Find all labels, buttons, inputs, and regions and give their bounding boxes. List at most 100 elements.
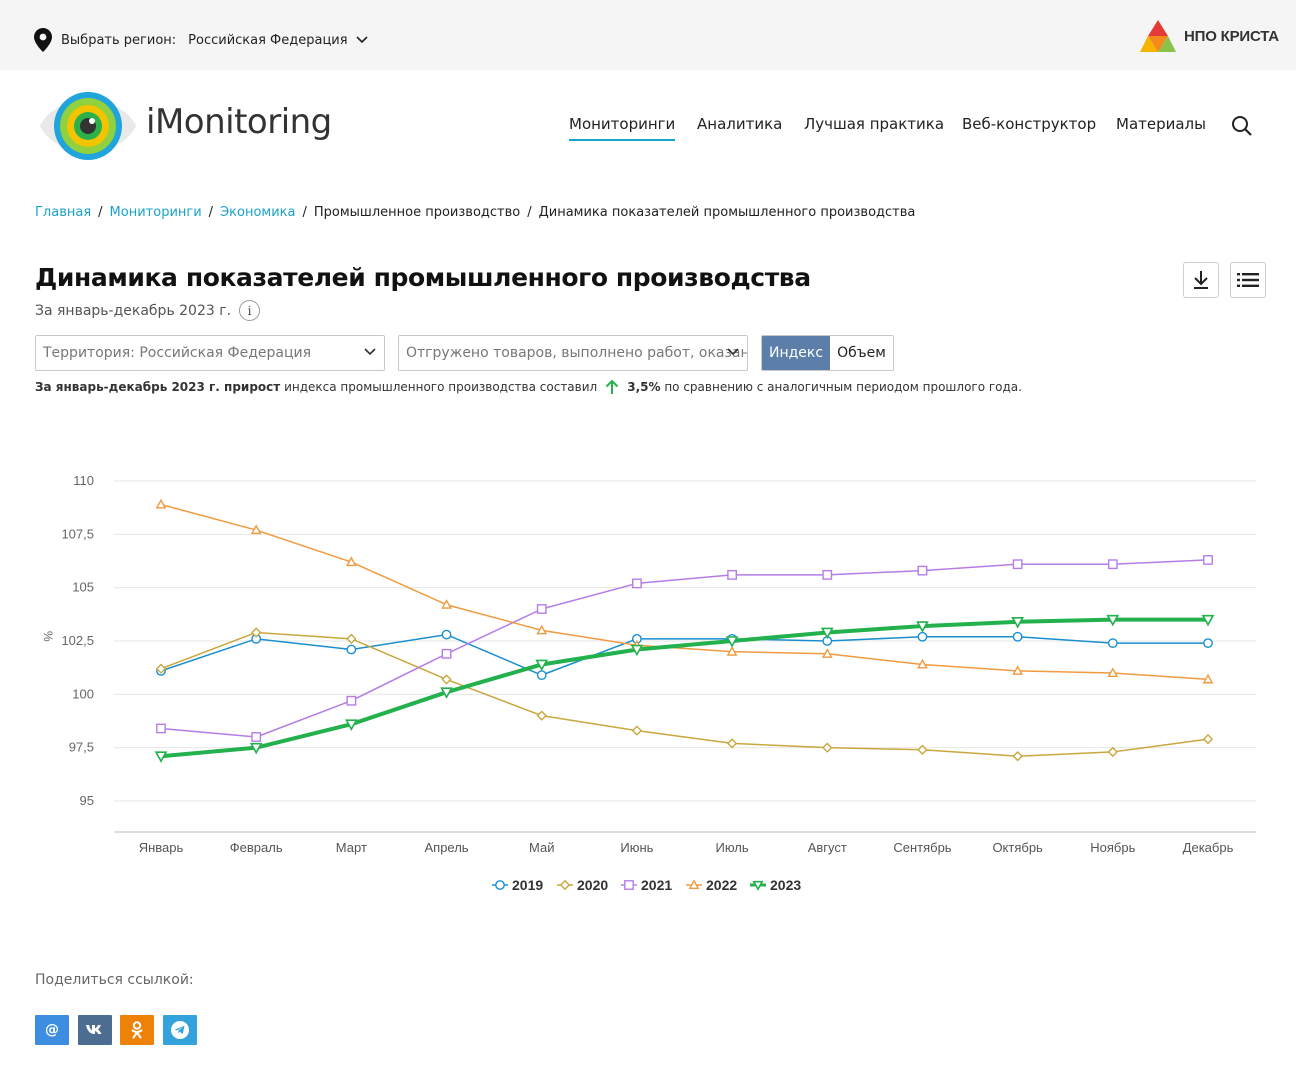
legend-marker-2020 — [559, 879, 571, 891]
legend-label-2019: 2019 — [512, 877, 543, 893]
data-point-2021 — [441, 648, 452, 659]
data-point-2022 — [250, 524, 262, 535]
data-point-2023 — [535, 659, 549, 672]
x-tick-label: Апрель — [424, 840, 468, 855]
toggle-index[interactable]: Индекс — [762, 336, 831, 370]
data-point-2020 — [1012, 751, 1023, 762]
region-value[interactable]: Российская Федерация — [188, 32, 348, 48]
data-point-2020 — [155, 663, 167, 674]
x-tick-label: Май — [529, 840, 554, 855]
indicator-select[interactable]: Отгружено товаров, выполнено работ, оказ… — [398, 335, 748, 371]
mail-icon: @ — [45, 1022, 59, 1038]
data-point-2022 — [917, 658, 928, 669]
data-point-2020 — [346, 633, 357, 645]
imonitoring-eye-logo[interactable] — [38, 88, 138, 164]
x-tick-label: Март — [336, 840, 367, 855]
data-point-2019 — [1107, 638, 1118, 649]
breadcrumb-separator: / — [208, 205, 214, 220]
data-point-2021 — [251, 732, 262, 742]
data-point-2022 — [441, 599, 452, 609]
data-point-2023 — [249, 742, 263, 755]
page-title: Динамика показателей промышленного произ… — [35, 263, 811, 292]
industrial-production-chart: 95 97,5 100 102,5 105 107,5 110% Январь Февраль М… — [41, 473, 1256, 893]
data-point-2022 — [1107, 667, 1119, 678]
territory-select[interactable]: Территория: Российская Федерация — [35, 335, 385, 371]
data-point-2023 — [154, 751, 168, 763]
data-point-2023 — [725, 636, 739, 648]
x-tick-label: Ноябрь — [1090, 840, 1135, 855]
y-tick-label: 105 — [72, 580, 94, 595]
breadcrumb-home[interactable]: Главная — [35, 205, 92, 220]
info-icon[interactable]: i — [239, 300, 261, 321]
region-selector[interactable]: Выбрать регион: Российская Федерация — [34, 28, 368, 52]
y-tick-label: 95 — [80, 793, 94, 808]
data-point-2022 — [155, 498, 167, 509]
x-tick-label: Июль — [716, 840, 749, 855]
x-tick-label: Декабрь — [1183, 840, 1234, 855]
legend-label-2022: 2022 — [706, 877, 737, 893]
data-point-2019 — [1012, 631, 1023, 642]
share-label: Поделиться ссылкой: — [35, 972, 194, 988]
chevron-down-icon — [356, 36, 368, 44]
series-line-2023 — [159, 617, 1210, 759]
data-point-2020 — [441, 674, 452, 685]
search-icon[interactable] — [1231, 115, 1253, 137]
data-point-2021 — [156, 723, 166, 734]
legend-label-2023: 2023 — [770, 877, 801, 893]
data-point-2021 — [822, 569, 833, 580]
nav-analytics[interactable]: Аналитика — [697, 115, 783, 133]
partner-logo[interactable]: НПО КРИСТА — [1140, 18, 1279, 54]
krista-logo-icon — [1140, 20, 1176, 52]
breadcrumb-monitoring[interactable]: Мониторинги — [109, 205, 202, 220]
data-point-2023 — [1011, 617, 1024, 629]
x-tick-label: Февраль — [230, 840, 283, 855]
data-point-2023 — [630, 644, 644, 657]
period-subtitle: За январь-декабрь 2023 г. i — [35, 300, 261, 321]
telegram-icon — [171, 1021, 189, 1039]
data-point-2021 — [536, 604, 547, 614]
data-point-2023 — [345, 719, 358, 731]
breadcrumb-industrial: Промышленное производство — [313, 205, 521, 220]
share-telegram-button[interactable] — [163, 1015, 197, 1045]
data-point-2023 — [1106, 614, 1120, 627]
data-point-2021 — [1107, 559, 1118, 570]
nav-best-practice[interactable]: Лучшая практика — [804, 115, 945, 133]
x-tick-label: Август — [808, 840, 847, 855]
download-button[interactable] — [1183, 262, 1219, 298]
data-point-2019 — [441, 629, 452, 640]
y-tick-label: 107,5 — [61, 526, 94, 541]
share-vk-button[interactable] — [78, 1015, 112, 1045]
data-point-2020 — [1107, 746, 1119, 758]
breadcrumb-separator: / — [302, 205, 307, 220]
summary-value: 3,5% — [627, 380, 661, 394]
chevron-down-icon — [364, 348, 376, 356]
x-tick-label: Октябрь — [992, 840, 1043, 855]
table-view-button[interactable] — [1230, 262, 1266, 298]
brand-name[interactable]: iMonitoring — [146, 102, 332, 142]
nav-materials[interactable]: Материалы — [1116, 115, 1206, 133]
share-mail-button[interactable]: @ — [35, 1015, 69, 1045]
odnoklassniki-icon — [131, 1021, 143, 1039]
nav-monitoring[interactable]: Мониторинги — [569, 115, 676, 141]
vk-icon — [86, 1025, 102, 1034]
period-text: За январь-декабрь 2023 г. — [35, 302, 232, 319]
legend-marker-2019 — [495, 880, 505, 890]
toggle-volume[interactable]: Объем — [830, 336, 893, 370]
data-point-2021 — [917, 565, 928, 576]
data-point-2021 — [1203, 555, 1213, 565]
summary-line: За январь-декабрь 2023 г. прирост индекс… — [35, 379, 1022, 395]
breadcrumb-economy[interactable]: Экономика — [220, 205, 296, 220]
x-tick-label: Июнь — [620, 840, 653, 855]
series-line-2020 — [160, 631, 1209, 757]
chevron-down-icon — [727, 348, 739, 356]
series-line-2021 — [160, 559, 1209, 738]
nav-web-constructor[interactable]: Веб-конструктор — [962, 115, 1097, 133]
series-line-2019 — [160, 633, 1209, 676]
data-point-2022 — [1012, 665, 1024, 675]
breadcrumb-current: Динамика показателей промышленного произ… — [538, 205, 916, 220]
share-ok-button[interactable] — [120, 1015, 154, 1045]
breadcrumb-separator: / — [98, 205, 103, 220]
data-point-2022 — [536, 624, 548, 635]
data-point-2019 — [1203, 638, 1213, 649]
y-tick-label: 102,5 — [61, 633, 94, 648]
